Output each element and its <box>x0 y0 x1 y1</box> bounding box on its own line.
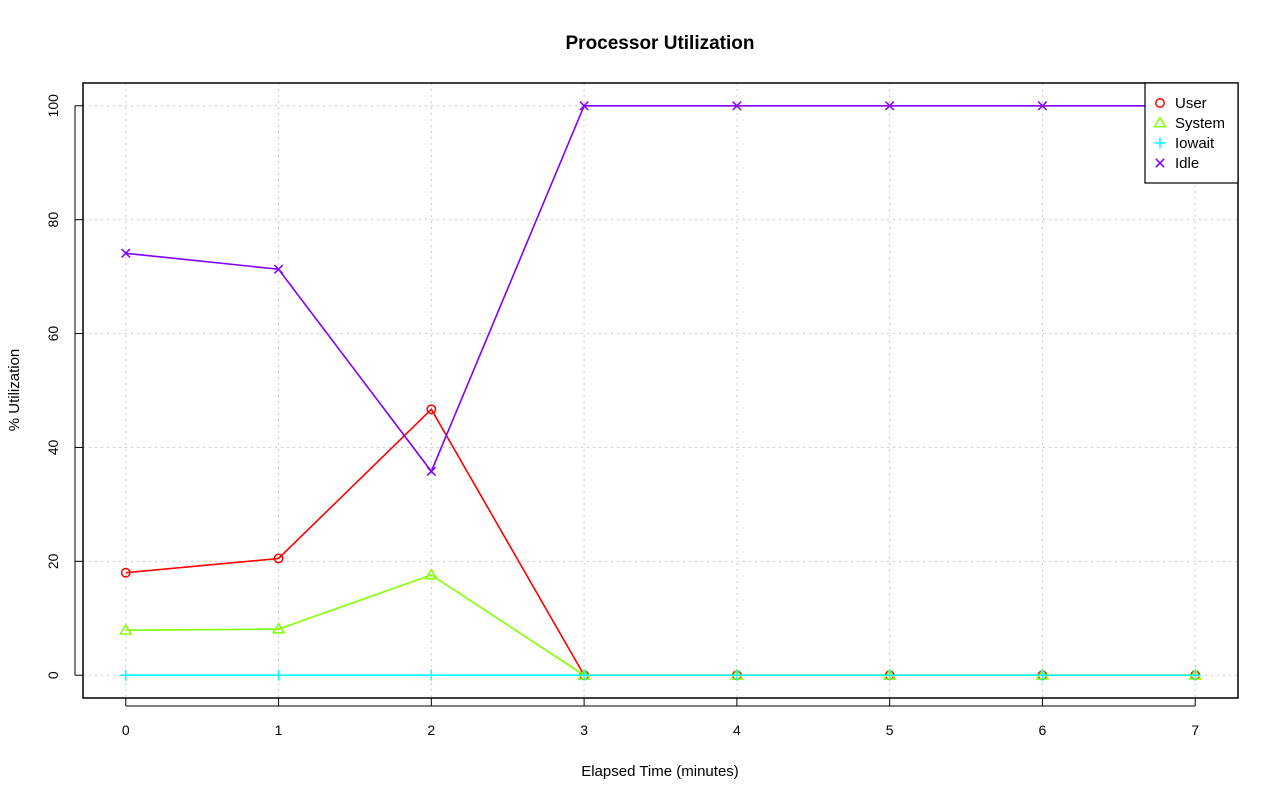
data-point-iowait <box>425 669 437 681</box>
legend-box <box>1144 82 1239 184</box>
legend-marker-idle <box>1155 158 1165 168</box>
y-tick-label: 60 <box>45 326 61 342</box>
x-tick-label: 2 <box>427 722 435 738</box>
data-point-user <box>426 404 437 415</box>
series-system <box>118 568 1203 680</box>
data-point-system <box>271 622 286 634</box>
series-iowait <box>120 669 1201 681</box>
data-point-idle <box>884 101 895 111</box>
x-tick-label: 1 <box>275 722 283 738</box>
data-point-iowait <box>1036 669 1048 681</box>
data-point-iowait <box>120 669 132 681</box>
data-point-idle <box>121 248 131 258</box>
data-point-user <box>120 567 131 578</box>
x-tick-label: 3 <box>580 722 588 738</box>
legend-marker-iowait <box>1154 137 1166 149</box>
series-layer <box>118 101 1203 681</box>
x-tick-label: 7 <box>1191 722 1199 738</box>
axis-ticks: 0 1 2 3 4 5 6 7 0 20 40 60 80 100 <box>45 94 1199 738</box>
data-point-idle <box>732 101 742 111</box>
y-tick-label: 20 <box>45 553 61 569</box>
series-line-system <box>125 574 1196 677</box>
series-line-user <box>125 407 1196 677</box>
y-tick-label: 0 <box>45 671 61 679</box>
data-point-iowait <box>1189 669 1201 681</box>
legend-marker-user <box>1155 98 1165 108</box>
legend-label-idle: Idle <box>1175 155 1199 172</box>
x-tick-label: 0 <box>122 722 130 738</box>
data-point-idle <box>273 264 284 274</box>
series-line-idle <box>125 104 1196 473</box>
data-point-idle <box>426 466 437 477</box>
data-point-system <box>118 623 133 635</box>
y-tick-label: 100 <box>45 94 61 118</box>
data-point-iowait <box>884 669 896 681</box>
data-point-system <box>424 568 439 580</box>
x-tick-label: 4 <box>733 722 741 738</box>
y-tick-label: 40 <box>45 439 61 455</box>
legend-label-system: System <box>1175 115 1225 132</box>
x-tick-label: 6 <box>1039 722 1047 738</box>
x-tick-label: 5 <box>886 722 894 738</box>
legend-label-user: User <box>1175 95 1207 112</box>
plot-frame <box>82 82 1239 699</box>
data-point-iowait <box>273 669 285 681</box>
grid <box>83 83 1238 698</box>
data-point-iowait <box>731 669 743 681</box>
data-point-iowait <box>578 669 590 681</box>
series-user <box>120 404 1201 681</box>
legend-marker-system <box>1153 116 1167 128</box>
legend: User System Iowait Idle <box>1144 82 1239 184</box>
chart-title: Processor Utilization <box>566 33 755 54</box>
series-idle <box>121 101 1200 477</box>
y-tick-label: 80 <box>45 212 61 228</box>
x-axis-label: Elapsed Time (minutes) <box>581 763 739 780</box>
data-point-idle <box>579 101 589 111</box>
data-point-idle <box>1037 101 1048 111</box>
data-point-user <box>273 553 284 564</box>
legend-label-iowait: Iowait <box>1175 135 1215 152</box>
y-axis-label: % Utilization <box>6 349 23 432</box>
